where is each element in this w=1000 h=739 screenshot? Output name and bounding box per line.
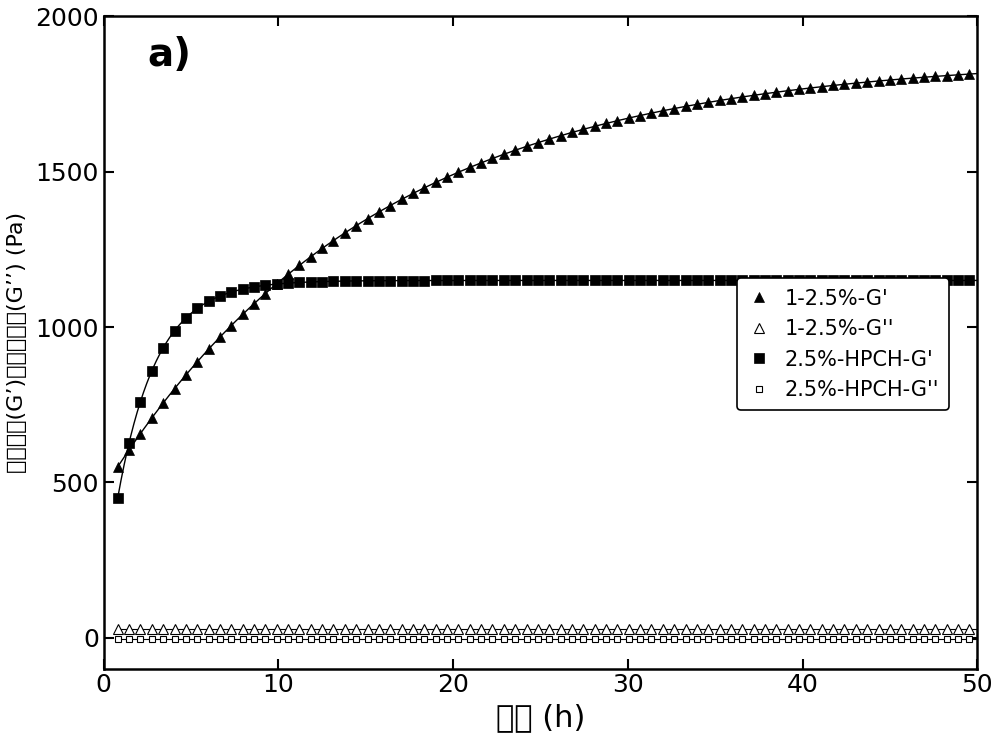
2.5%-HPCH-G''	[793, 635, 805, 644]
1-2.5%-G'	[680, 102, 692, 111]
X-axis label: 时间 (h): 时间 (h)	[496, 703, 585, 732]
2.5%-HPCH-G'	[112, 494, 124, 503]
2.5%-HPCH-G'	[963, 276, 975, 285]
2.5%-HPCH-G'	[555, 276, 567, 285]
2.5%-HPCH-G'	[191, 304, 203, 313]
2.5%-HPCH-G''	[657, 635, 669, 644]
2.5%-HPCH-G'	[680, 276, 692, 285]
1-2.5%-G'	[112, 463, 124, 471]
1-2.5%-G'	[555, 132, 567, 140]
1-2.5%-G''	[963, 624, 975, 633]
1-2.5%-G''	[555, 624, 567, 633]
Y-axis label: 储能模量(G’)和损耗模量(G’’) (Pa): 储能模量(G’)和损耗模量(G’’) (Pa)	[7, 212, 27, 473]
Line: 2.5%-HPCH-G': 2.5%-HPCH-G'	[113, 276, 974, 503]
1-2.5%-G''	[191, 624, 203, 633]
Line: 2.5%-HPCH-G'': 2.5%-HPCH-G''	[114, 636, 973, 643]
2.5%-HPCH-G'	[407, 276, 419, 285]
1-2.5%-G'	[963, 69, 975, 78]
1-2.5%-G''	[112, 624, 124, 633]
Text: a): a)	[147, 36, 191, 74]
2.5%-HPCH-G''	[555, 635, 567, 644]
Line: 1-2.5%-G'': 1-2.5%-G''	[113, 624, 974, 634]
2.5%-HPCH-G''	[680, 635, 692, 644]
1-2.5%-G'	[191, 358, 203, 367]
1-2.5%-G'	[657, 106, 669, 115]
2.5%-HPCH-G''	[191, 635, 203, 644]
1-2.5%-G'	[793, 85, 805, 94]
1-2.5%-G''	[657, 624, 669, 633]
1-2.5%-G''	[793, 624, 805, 633]
1-2.5%-G''	[680, 624, 692, 633]
1-2.5%-G''	[407, 624, 419, 633]
Line: 1-2.5%-G': 1-2.5%-G'	[113, 69, 974, 471]
2.5%-HPCH-G''	[963, 635, 975, 644]
Legend: 1-2.5%-G', 1-2.5%-G'', 2.5%-HPCH-G', 2.5%-HPCH-G'': 1-2.5%-G', 1-2.5%-G'', 2.5%-HPCH-G', 2.5…	[737, 279, 949, 410]
2.5%-HPCH-G'	[657, 276, 669, 285]
1-2.5%-G'	[407, 189, 419, 198]
2.5%-HPCH-G'	[793, 276, 805, 285]
2.5%-HPCH-G''	[407, 635, 419, 644]
2.5%-HPCH-G''	[112, 635, 124, 644]
